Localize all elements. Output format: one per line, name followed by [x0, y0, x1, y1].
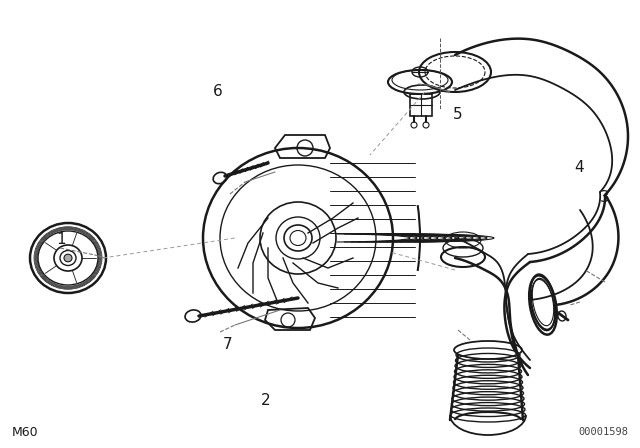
- Text: 6: 6: [212, 84, 223, 99]
- Text: 2: 2: [260, 393, 271, 409]
- Text: 4: 4: [574, 160, 584, 176]
- Text: 5: 5: [452, 107, 463, 122]
- Text: 7: 7: [222, 337, 232, 353]
- Text: 1: 1: [56, 232, 66, 247]
- Text: 00001598: 00001598: [578, 427, 628, 437]
- Text: M60: M60: [12, 426, 38, 439]
- Text: 3: 3: [600, 190, 610, 205]
- Ellipse shape: [64, 254, 72, 262]
